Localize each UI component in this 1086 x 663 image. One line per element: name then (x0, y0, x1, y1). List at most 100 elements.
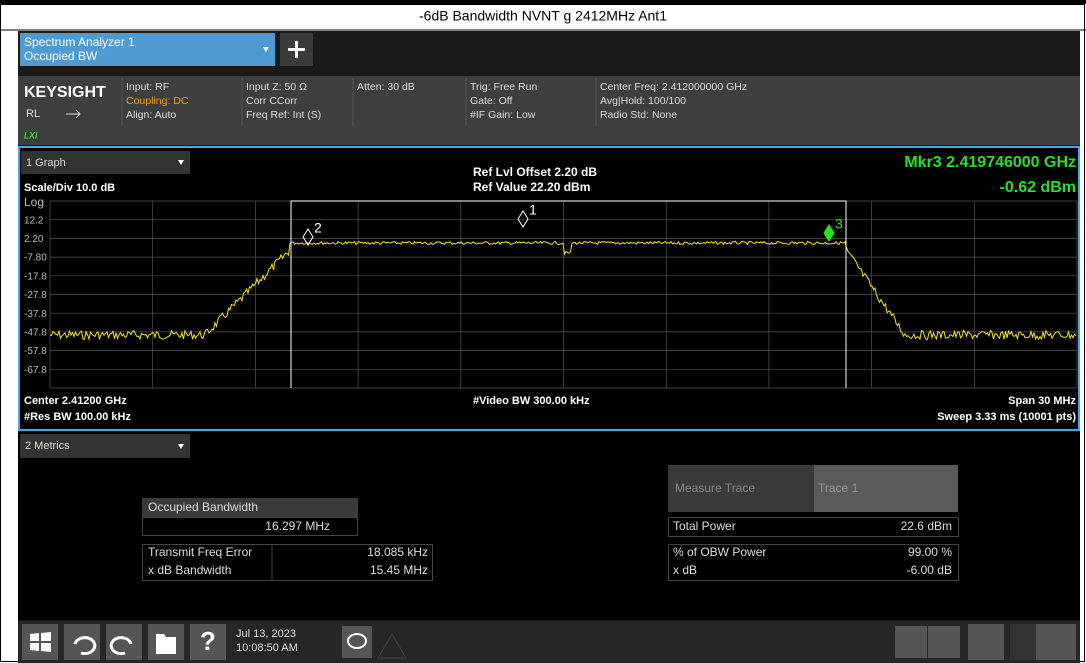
folder-icon (156, 634, 176, 654)
metrics-window (18, 432, 1080, 620)
y-tick-label: Log (24, 195, 44, 209)
sweep: Sweep 3.33 ms (10001 pts) (937, 411, 1076, 423)
help-button[interactable] (190, 624, 226, 660)
help-icon: ? (200, 626, 216, 656)
metric-label: Total Power (673, 519, 736, 533)
marker-label: 1 (529, 202, 537, 218)
chat-button[interactable] (342, 626, 372, 658)
metric-label: x dB Bandwidth (148, 563, 231, 577)
y-tick-label: -57.8 (24, 346, 47, 357)
selector-arrow (178, 444, 184, 449)
y-tick-label: -7.80 (24, 253, 47, 264)
graph-selector-label: 1 Graph (26, 157, 66, 169)
plus-icon (288, 41, 305, 58)
y-tick-label: -47.8 (24, 328, 47, 339)
info-text: Corr CCorr (246, 95, 298, 107)
chat-icon (347, 633, 367, 649)
center-freq: Center 2.41200 GHz (24, 395, 127, 407)
info-text: Radio Std: None (600, 109, 677, 121)
tab-line1: Spectrum Analyzer 1 (24, 35, 135, 49)
tab[interactable] (20, 33, 275, 66)
tab-arrow (263, 47, 269, 52)
info-text: Align: Auto (126, 109, 176, 121)
time: 10:08:50 AM (236, 642, 298, 654)
taskbar-icons: ? (22, 624, 1076, 660)
info-bar (18, 76, 1080, 145)
metric-label: x dB (673, 563, 697, 577)
span: Span 30 MHz (1008, 395, 1076, 407)
info-text: #IF Gain: Low (470, 109, 536, 121)
top-strip (0, 0, 1086, 4)
info-text: Input Z: 50 Ω (246, 81, 307, 93)
ref-value: Ref Value 22.20 dBm (473, 180, 590, 194)
measure-trace: Measure Trace (675, 481, 755, 495)
date: Jul 13, 2023 (236, 628, 296, 640)
marker-freq: Mkr3 2.419746000 GHz (904, 154, 1076, 171)
metric-value: 22.6 dBm (901, 519, 952, 533)
brand: KEYSIGHT (24, 84, 106, 101)
marker (823, 224, 835, 242)
info-text: Input: RF (126, 81, 169, 93)
windows-icon (30, 632, 51, 652)
selector-arrow (178, 160, 184, 165)
warning-icon (377, 633, 407, 659)
ref-offset: Ref Lvl Offset 2.20 dB (473, 165, 597, 179)
left-table (142, 544, 433, 581)
total-power-row (668, 517, 959, 537)
info-text: Center Freq: 2.412000000 GHz (600, 81, 747, 93)
info-text: Coupling: DC (126, 95, 189, 107)
obw-value: 16.297 MHz (265, 519, 330, 533)
y-tick-label: 12.2 (24, 215, 44, 226)
graph-window (18, 146, 1080, 431)
video-bw: #Video BW 300.00 kHz (473, 395, 590, 407)
obw-bracket (290, 200, 847, 388)
screen-button[interactable] (895, 626, 927, 658)
rl-arrow (66, 109, 81, 119)
tile-button[interactable] (968, 624, 1004, 660)
marker-label: 2 (314, 220, 322, 236)
windows-button[interactable] (22, 624, 58, 660)
metric-value: 18.085 kHz (367, 545, 428, 559)
marker (517, 210, 529, 228)
graph-selector[interactable] (21, 151, 190, 174)
scale-div: Scale/Div 10.0 dB (24, 182, 115, 194)
obw-label: Occupied Bandwidth (148, 500, 258, 514)
y-tick-label: 2.20 (24, 234, 44, 245)
rl: RL (26, 108, 40, 120)
trace-cell[interactable] (814, 465, 958, 512)
trace: Trace 1 (818, 481, 859, 495)
metrics-selector-label: 2 Metrics (25, 440, 70, 452)
info-text: Gate: Off (470, 95, 512, 107)
tab-line2: Occupied BW (24, 49, 98, 63)
lxi-badge (22, 130, 40, 142)
measure-trace-cell (668, 465, 814, 512)
page-title: -6dB Bandwidth NVNT g 2412MHz Ant1 (419, 8, 667, 24)
touch-button[interactable] (928, 626, 960, 658)
marker-level: -0.62 dBm (1000, 179, 1076, 196)
right-table (668, 544, 959, 581)
trace (49, 240, 1077, 342)
marker (302, 228, 314, 246)
info-text: Trig: Free Run (470, 81, 537, 93)
marker-label: 3 (835, 216, 843, 232)
undo-icon (73, 636, 97, 656)
metric-label: Transmit Freq Error (148, 545, 252, 559)
obw-header (142, 498, 358, 517)
y-tick-label: -67.8 (24, 365, 47, 376)
info-text: Atten: 30 dB (357, 81, 415, 93)
info-text: Freq Ref: Int (S) (246, 109, 321, 121)
y-tick-label: -17.8 (24, 271, 47, 282)
metric-value: 99.00 % (908, 545, 952, 559)
fullscreen-button[interactable] (1036, 624, 1076, 660)
redo-icon (109, 636, 133, 656)
metric-value: 15.45 MHz (370, 563, 428, 577)
lxi: LXI (24, 130, 38, 140)
y-tick-label: -27.8 (24, 290, 47, 301)
obw-cell (142, 517, 358, 536)
metrics-selector[interactable] (20, 434, 190, 458)
metric-value: -6.00 dB (907, 563, 952, 577)
res-bw: #Res BW 100.00 kHz (24, 411, 131, 423)
metric-label: % of OBW Power (673, 545, 766, 559)
info-text: Avg|Hold: 100/100 (600, 95, 686, 107)
